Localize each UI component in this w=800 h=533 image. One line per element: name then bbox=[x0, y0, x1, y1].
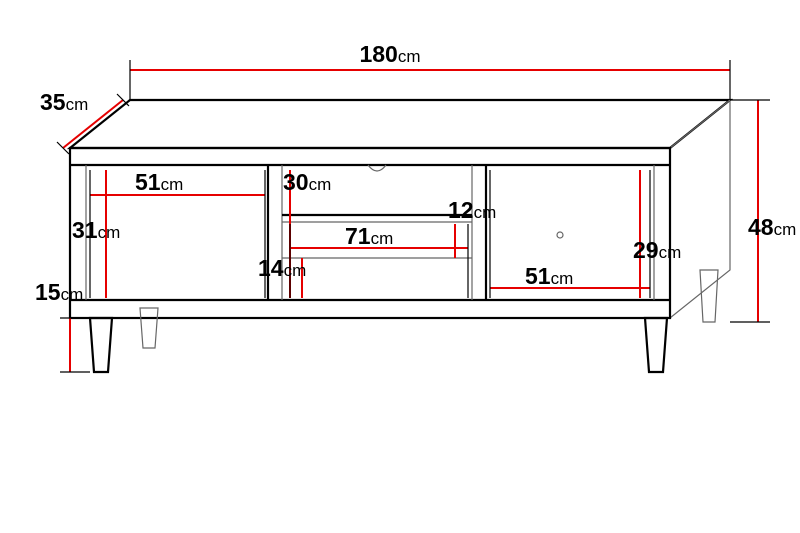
label-width: 180cm bbox=[359, 41, 420, 67]
label-left-w: 51cm bbox=[135, 169, 183, 195]
dim-right-height: 29cm bbox=[633, 170, 681, 298]
dim-depth: 35cm bbox=[40, 89, 129, 154]
label-centre-h: 30cm bbox=[283, 169, 331, 195]
label-right-w: 51cm bbox=[525, 263, 573, 289]
label-depth: 35cm bbox=[40, 89, 88, 115]
label-right-h: 29cm bbox=[633, 237, 681, 263]
legs bbox=[90, 270, 718, 372]
dim-leg-height: 15cm bbox=[35, 279, 90, 372]
dim-centre-open-width: 71cm bbox=[290, 223, 468, 298]
dim-width-top: 180cm bbox=[130, 41, 730, 100]
label-centre-upper-h: 12cm bbox=[448, 197, 496, 223]
dim-height-total: 48cm bbox=[730, 100, 796, 322]
furniture-dimension-diagram: 35cm 180cm 48cm 51cm 31cm 15cm bbox=[0, 0, 800, 533]
dim-left-height: 31cm bbox=[72, 170, 120, 298]
label-centre-lower-h: 14cm bbox=[258, 255, 306, 281]
label-leg-h: 15cm bbox=[35, 279, 83, 305]
cabinet-outline bbox=[70, 100, 730, 372]
dim-right-width: 51cm bbox=[490, 170, 650, 298]
label-left-h: 31cm bbox=[72, 217, 120, 243]
label-centre-open-w: 71cm bbox=[345, 223, 393, 249]
label-height: 48cm bbox=[748, 214, 796, 240]
